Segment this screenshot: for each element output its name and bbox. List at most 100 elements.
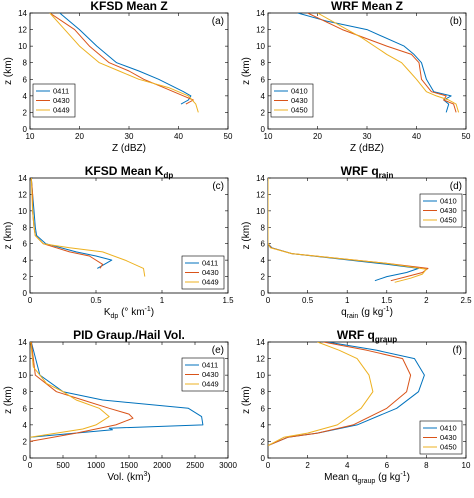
legend-entry: 0450 (291, 106, 308, 115)
series-line-0410 (297, 13, 452, 113)
x-tick-label: 500 (56, 461, 70, 470)
panel-c: 0 0.5 1 1.5 0 2 4 6 8 10 12 14 z (km) Kdp (° km-1) KFS… (3, 164, 234, 320)
x-tick-label: 0 (266, 461, 271, 470)
y-tick-label: 8 (23, 59, 28, 68)
x-tick-label: 0 (28, 461, 33, 470)
x-axis-label: Vol. (km3) (107, 471, 150, 483)
y-tick-label: 12 (18, 355, 27, 364)
x-tick-label: 30 (363, 132, 372, 141)
series-line-0430 (307, 13, 457, 113)
panel-a: 10 20 30 40 50 0 2 4 6 8 10 12 14 z (km) Z (dBZ) KFSD M… (3, 0, 233, 154)
y-tick-label: 2 (261, 273, 266, 282)
series-line-0410 (268, 342, 425, 447)
panel-letter: (d) (450, 181, 462, 192)
panel-letter: (c) (212, 181, 224, 192)
y-tick-label: 0 (23, 289, 28, 298)
y-tick-label: 2 (23, 273, 28, 282)
x-tick-label: 30 (125, 132, 134, 141)
y-tick-label: 10 (256, 42, 265, 51)
panel-letter: (f) (453, 345, 462, 356)
y-tick-label: 6 (23, 75, 28, 84)
y-axis-label: z (km) (3, 222, 14, 250)
series-line-0449 (30, 178, 146, 277)
legend-entry: 0450 (440, 443, 457, 452)
x-axis-label: Z (dBZ) (350, 143, 384, 154)
y-tick-label: 0 (23, 454, 28, 463)
series-line-0450 (317, 13, 460, 113)
y-tick-label: 12 (256, 355, 265, 364)
x-tick-label: 0.5 (302, 296, 314, 305)
y-tick-label: 2 (23, 437, 28, 446)
x-tick-label: 0 (28, 296, 33, 305)
y-tick-label: 0 (261, 454, 266, 463)
y-tick-label: 8 (23, 388, 28, 397)
legend-entry: 0410 (440, 424, 457, 433)
y-tick-label: 4 (23, 92, 28, 101)
y-tick-label: 8 (261, 59, 266, 68)
y-tick-label: 14 (256, 338, 265, 347)
y-tick-label: 14 (256, 9, 265, 18)
y-tick-label: 12 (256, 190, 265, 199)
legend-entry: 0430 (440, 433, 457, 442)
y-tick-label: 14 (18, 174, 27, 183)
y-tick-label: 8 (261, 388, 266, 397)
series-line-0410 (268, 178, 419, 282)
y-tick-label: 12 (256, 26, 265, 35)
series-line-0450 (268, 178, 427, 283)
series-line-0411 (30, 178, 113, 269)
y-tick-label: 10 (18, 207, 27, 216)
panel-letter: (a) (212, 16, 224, 27)
y-tick-label: 4 (261, 421, 266, 430)
x-tick-label: 6 (385, 461, 390, 470)
y-tick-label: 4 (261, 92, 266, 101)
y-tick-label: 4 (23, 256, 28, 265)
legend-entry: 0430 (202, 370, 219, 379)
x-axis-label: Kdp (° km-1) (104, 306, 154, 320)
y-tick-label: 14 (256, 174, 265, 183)
panel-b: 10 20 30 40 50 0 2 4 6 8 10 12 14 z (km) Z (dBZ) WRF Me… (241, 0, 471, 154)
y-tick-label: 2 (261, 437, 266, 446)
y-tick-label: 10 (256, 207, 265, 216)
x-tick-label: 2.5 (460, 296, 472, 305)
y-tick-label: 14 (18, 9, 27, 18)
y-tick-label: 0 (261, 125, 266, 134)
y-axis-label: z (km) (3, 57, 14, 85)
x-tick-label: 4 (345, 461, 350, 470)
x-tick-label: 8 (424, 461, 429, 470)
series-line-0430 (268, 342, 412, 447)
x-tick-label: 1.5 (381, 296, 393, 305)
x-tick-label: 50 (224, 132, 233, 141)
y-tick-label: 8 (23, 223, 28, 232)
x-axis-label: Z (dBZ) (112, 143, 146, 154)
y-axis-label: z (km) (241, 57, 252, 85)
y-tick-label: 2 (23, 108, 28, 117)
x-tick-label: 2 (424, 296, 429, 305)
panel-d: 0 0.5 1 1.5 2 2.5 0 2 4 6 8 10 12 14 z (km) qrain (g kg… (241, 164, 472, 320)
series-line-0430 (49, 13, 194, 105)
legend-entry: 0449 (202, 278, 219, 287)
panel-title: KFSD Mean Kdp (85, 164, 174, 180)
x-tick-label: 40 (174, 132, 183, 141)
legend-entry: 0411 (202, 361, 218, 370)
panel-title: WRF qrain (341, 164, 394, 180)
y-tick-label: 12 (18, 190, 27, 199)
panel-title: PID Graup./Hail Vol. (73, 328, 185, 342)
legend-entry: 0410 (440, 197, 457, 206)
x-tick-label: 10 (264, 132, 273, 141)
y-tick-label: 0 (23, 125, 28, 134)
y-tick-label: 2 (261, 108, 266, 117)
x-tick-label: 1 (160, 296, 165, 305)
y-axis-label: z (km) (241, 386, 252, 414)
x-tick-label: 20 (313, 132, 322, 141)
panel-f: 0 2 4 6 8 10 0 2 4 6 8 10 12 14 z (km) Mean qgraup (g k… (241, 328, 471, 485)
legend-entry: 0430 (440, 206, 457, 215)
panel-title: KFSD Mean Z (90, 0, 167, 13)
x-tick-label: 20 (75, 132, 84, 141)
